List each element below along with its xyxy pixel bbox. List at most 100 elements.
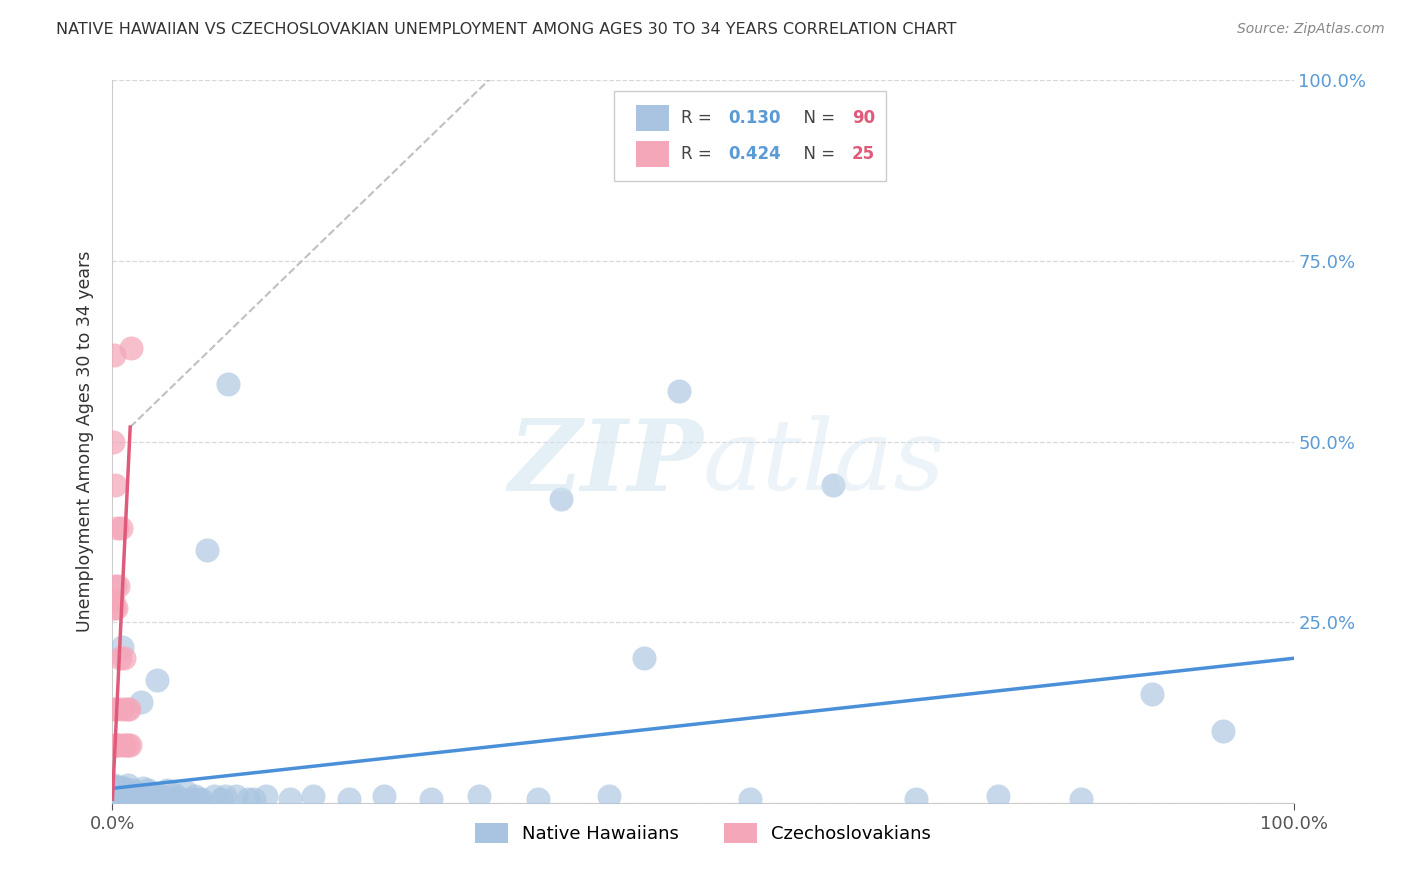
Point (105, 782, 128, 797)
Point (132, 781, 155, 796)
Point (166, 790, 188, 805)
Point (170, 792, 193, 806)
Point (122, 791, 145, 805)
Point (337, 792, 360, 806)
Point (668, 384, 690, 398)
Point (195, 542, 218, 557)
Point (103, 789, 125, 803)
Point (103, 792, 125, 806)
Point (225, 789, 247, 803)
Point (105, 795, 128, 809)
Point (217, 376, 239, 391)
Point (179, 792, 201, 806)
Text: N =: N = (793, 145, 841, 163)
Point (104, 786, 127, 800)
Point (209, 792, 232, 806)
Point (156, 782, 179, 797)
Point (118, 792, 141, 806)
Point (1070, 792, 1092, 806)
Point (550, 492, 572, 507)
Point (142, 787, 165, 801)
Point (107, 790, 129, 805)
Text: 90: 90 (852, 109, 875, 127)
Point (904, 792, 927, 806)
FancyBboxPatch shape (614, 91, 886, 181)
Legend: Native Hawaiians, Czechoslovakians: Native Hawaiians, Czechoslovakians (468, 816, 938, 850)
Point (124, 786, 146, 800)
Point (105, 738, 128, 752)
Point (1140, 687, 1163, 701)
Point (526, 792, 548, 806)
Point (467, 789, 489, 803)
Point (302, 789, 325, 803)
Point (105, 702, 128, 716)
Point (254, 789, 277, 803)
Point (117, 738, 139, 752)
Point (598, 789, 620, 803)
Text: Source: ZipAtlas.com: Source: ZipAtlas.com (1237, 22, 1385, 37)
Point (129, 695, 152, 709)
Point (104, 794, 127, 808)
Point (111, 640, 134, 655)
Point (139, 790, 162, 805)
Point (152, 791, 174, 805)
Text: 0.424: 0.424 (728, 145, 780, 163)
Point (103, 348, 125, 362)
Point (114, 738, 136, 752)
Point (104, 780, 127, 794)
Point (103, 794, 125, 808)
Point (186, 792, 208, 806)
Point (105, 600, 128, 615)
Point (112, 738, 135, 752)
Point (105, 786, 128, 800)
FancyBboxPatch shape (636, 141, 669, 167)
Point (1212, 723, 1234, 738)
Point (110, 782, 132, 797)
Point (107, 579, 129, 593)
Point (740, 792, 762, 806)
Point (149, 789, 172, 803)
Point (103, 593, 125, 607)
Point (103, 702, 125, 716)
Point (105, 521, 128, 535)
Point (136, 782, 159, 797)
Point (214, 789, 236, 803)
Point (103, 782, 125, 797)
Point (238, 792, 260, 806)
Point (110, 790, 132, 805)
Point (104, 793, 127, 807)
Point (117, 778, 139, 792)
Point (111, 702, 134, 716)
Point (111, 790, 134, 805)
Text: 25: 25 (852, 145, 875, 163)
Text: NATIVE HAWAIIAN VS CZECHOSLOVAKIAN UNEMPLOYMENT AMONG AGES 30 TO 34 YEARS CORREL: NATIVE HAWAIIAN VS CZECHOSLOVAKIAN UNEMP… (56, 22, 956, 37)
Point (103, 600, 125, 615)
Point (420, 792, 443, 806)
Point (112, 791, 135, 805)
Point (243, 792, 266, 806)
Text: N =: N = (793, 109, 841, 127)
Point (146, 673, 169, 687)
Point (105, 794, 128, 808)
Text: R =: R = (681, 145, 717, 163)
Point (101, 434, 124, 449)
Text: ZIP: ZIP (508, 415, 703, 511)
Point (112, 781, 135, 796)
Point (105, 781, 128, 796)
Point (105, 790, 128, 805)
Point (143, 792, 166, 806)
Point (159, 792, 181, 806)
Point (112, 651, 135, 665)
Point (110, 521, 132, 535)
Point (125, 790, 148, 805)
Point (174, 785, 197, 799)
Point (104, 478, 127, 492)
Y-axis label: Unemployment Among Ages 30 to 34 years: Unemployment Among Ages 30 to 34 years (76, 251, 94, 632)
Point (120, 790, 142, 805)
Text: R =: R = (681, 109, 717, 127)
Point (120, 341, 142, 355)
Point (114, 786, 136, 800)
Point (104, 738, 127, 752)
Point (121, 782, 143, 797)
Point (373, 789, 395, 803)
